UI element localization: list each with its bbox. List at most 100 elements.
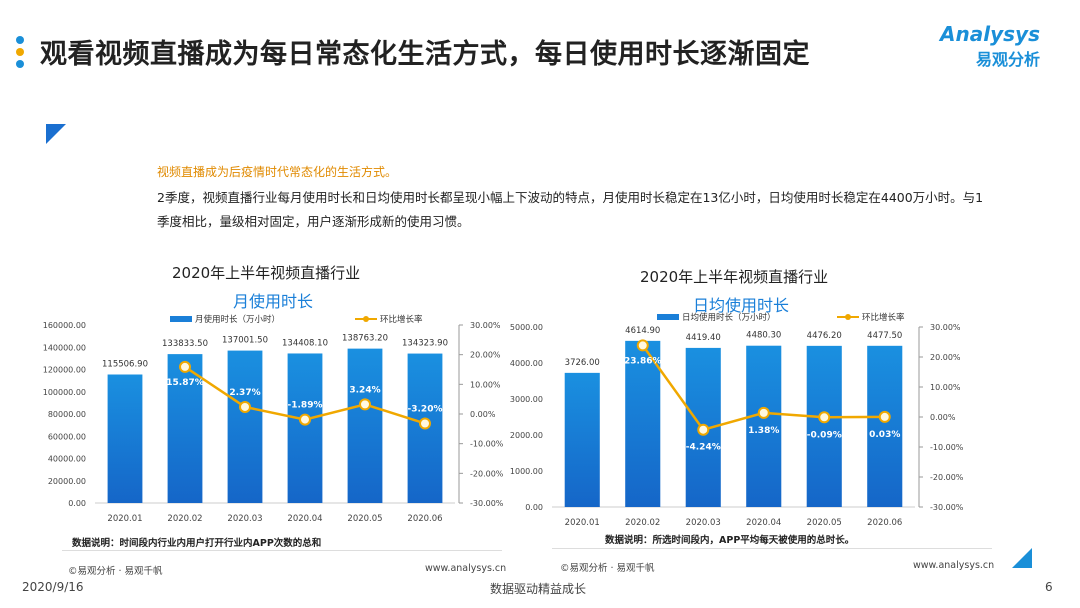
growth-point — [359, 398, 371, 411]
x-tick-label: 2020.03 — [227, 514, 262, 524]
chart1-url: www.analysys.cn — [425, 563, 507, 574]
growth-label: 15.87% — [166, 378, 204, 388]
bar-value-label: 4419.40 — [686, 333, 721, 343]
legend-line-marker — [363, 316, 369, 322]
y-tick-label: 120000.00 — [43, 366, 86, 375]
y-tick-label: 0.00 — [68, 499, 86, 508]
corner-triangle — [1012, 548, 1032, 568]
y2-tick-label: -20.00% — [470, 469, 504, 478]
x-tick-label: 2020.05 — [807, 518, 842, 528]
legend-line-label: 环比增长率 — [380, 314, 423, 325]
growth-label: 0.03% — [869, 430, 900, 440]
logo: Analysys 易观分析 — [940, 22, 1040, 70]
growth-label: -3.20% — [408, 404, 443, 414]
growth-point — [239, 400, 251, 413]
bar-value-label: 138763.20 — [342, 334, 388, 344]
y2-tick-label: -10.00% — [470, 440, 504, 449]
legend-bar-swatch — [170, 316, 192, 322]
growth-label: -0.09% — [807, 430, 842, 440]
bar — [867, 345, 903, 507]
legend-line-marker — [845, 314, 851, 320]
divider — [552, 548, 992, 549]
y-tick-label: 2000.00 — [510, 431, 543, 440]
y2-tick-label: 20.00% — [470, 351, 501, 360]
x-tick-label: 2020.01 — [107, 514, 142, 524]
chart2-source: ©易观分析 · 易观千帆 — [560, 563, 655, 574]
bar-value-label: 134323.90 — [402, 339, 448, 349]
bar-value-label: 133833.50 — [162, 339, 208, 349]
title-dots — [16, 36, 24, 72]
y2-tick-label: -30.00% — [930, 503, 964, 512]
intro-paragraph: 2季度，视频直播行业每月使用时长和日均使用时长都呈现小幅上下波动的特点，月使用时… — [157, 190, 984, 229]
x-tick-label: 2020.01 — [565, 518, 600, 528]
x-tick-label: 2020.02 — [625, 518, 660, 528]
bar-value-label: 4477.50 — [867, 331, 902, 341]
y2-tick-label: 0.00% — [470, 410, 496, 419]
growth-point — [299, 413, 311, 426]
legend-bar-label: 月使用时长（万小时） — [195, 314, 280, 325]
bar — [347, 348, 383, 503]
x-tick-label: 2020.05 — [347, 514, 382, 524]
footer-date: 2020/9/16 — [22, 580, 84, 594]
bar — [746, 345, 782, 507]
bar-value-label: 3726.00 — [565, 358, 600, 368]
growth-point — [179, 360, 191, 373]
chart2-note: 数据说明：所选时间段内，APP平均每天被使用的总时长。 — [605, 535, 855, 546]
growth-label: -4.24% — [686, 443, 721, 453]
logo-cn: 易观分析 — [975, 50, 1040, 69]
growth-point — [419, 417, 431, 430]
growth-label: -1.89% — [288, 401, 323, 411]
y-tick-label: 60000.00 — [48, 432, 86, 441]
y-tick-label: 0.00 — [525, 503, 543, 512]
y2-tick-label: -30.00% — [470, 499, 504, 508]
y-tick-label: 160000.00 — [43, 321, 86, 330]
corner-triangle — [46, 124, 66, 144]
growth-label: 23.86% — [624, 356, 662, 366]
growth-label: 1.38% — [748, 426, 779, 436]
bar-value-label: 4480.30 — [746, 331, 781, 341]
growth-label: 2.37% — [229, 388, 260, 398]
x-tick-label: 2020.04 — [287, 514, 322, 524]
bar-value-label: 134408.10 — [282, 338, 328, 348]
page-number: 6 — [1045, 580, 1053, 594]
x-tick-label: 2020.03 — [686, 518, 721, 528]
chart2-subtitle: 日均使用时长 — [693, 296, 790, 315]
growth-point — [697, 423, 710, 436]
chart1-note: 数据说明：时间段内行业内用户打开行业内APP次数的总和 — [72, 538, 322, 549]
bar-value-label: 4476.20 — [807, 331, 842, 341]
bar — [564, 372, 600, 507]
legend-bar-swatch — [657, 314, 679, 320]
growth-point — [818, 411, 831, 424]
x-tick-label: 2020.04 — [746, 518, 781, 528]
x-tick-label: 2020.06 — [867, 518, 902, 528]
bar — [167, 354, 203, 503]
y-tick-label: 40000.00 — [48, 455, 86, 464]
y2-tick-label: 20.00% — [930, 353, 961, 362]
y2-tick-label: 10.00% — [470, 380, 501, 389]
logo-en: Analysys — [940, 22, 1040, 46]
bar-value-label: 4614.90 — [625, 326, 660, 336]
y2-tick-label: 30.00% — [930, 323, 961, 332]
y-tick-label: 100000.00 — [43, 388, 86, 397]
chart2-title: 2020年上半年视频直播行业 — [640, 268, 829, 286]
legend-bar-label: 日均使用时长（万小时） — [682, 312, 776, 323]
footer-slogan: 数据驱动精益成长 — [490, 582, 587, 596]
y2-tick-label: -10.00% — [930, 443, 964, 452]
chart1-source: ©易观分析 · 易观千帆 — [68, 566, 163, 577]
x-tick-label: 2020.06 — [407, 514, 442, 524]
chart1-subtitle: 月使用时长 — [233, 292, 314, 311]
y-tick-label: 80000.00 — [48, 410, 86, 419]
y-tick-label: 5000.00 — [510, 323, 543, 332]
legend-line-label: 环比增长率 — [862, 312, 905, 323]
y-tick-label: 3000.00 — [510, 395, 543, 404]
y2-tick-label: -20.00% — [930, 473, 964, 482]
y2-tick-label: 30.00% — [470, 321, 501, 330]
bar — [625, 340, 661, 507]
page-title: 观看视频直播成为每日常态化生活方式，每日使用时长逐渐固定 — [40, 39, 810, 70]
x-tick-label: 2020.02 — [167, 514, 202, 524]
y-tick-label: 4000.00 — [510, 359, 543, 368]
divider — [62, 550, 502, 551]
growth-point — [757, 406, 770, 419]
growth-point — [878, 410, 891, 423]
